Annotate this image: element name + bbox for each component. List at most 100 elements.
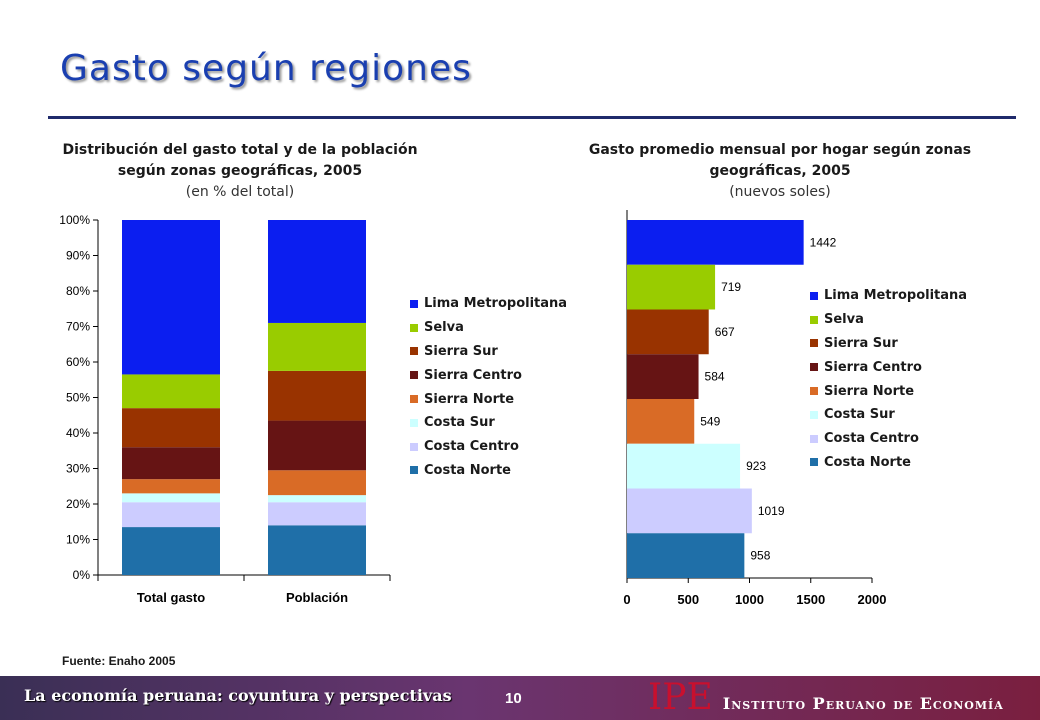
bar-costa-norte (627, 533, 745, 578)
bar-segment-selva-poblacion (268, 322, 366, 371)
slide-title: Gasto según regiones (60, 48, 472, 89)
legend-label: Costa Norte (824, 454, 911, 470)
legend-label: Sierra Sur (424, 343, 498, 359)
y-tick-label: 0% (73, 568, 91, 582)
legend-label: Sierra Norte (824, 383, 915, 399)
y-tick-label: 60% (66, 355, 90, 369)
legend-label: Sierra Centro (424, 367, 522, 383)
bar-segment-sierra-sur-poblacion (268, 370, 366, 421)
left-legend-item-sierra-centro: Sierra Centro (410, 363, 567, 387)
x-tick-label: 500 (677, 592, 699, 607)
right-legend-item-costa-centro: Costa Centro (810, 427, 967, 451)
legend-swatch (410, 347, 418, 356)
data-label-costa-norte: 958 (750, 549, 770, 563)
legend-swatch (810, 291, 818, 300)
legend-swatch (410, 466, 418, 475)
data-label-sierra-sur: 667 (715, 325, 735, 339)
footer-tagline: La economía peruana: coyuntura y perspec… (24, 686, 452, 705)
left-legend-item-costa-norte: Costa Norte (410, 459, 567, 483)
x-tick-label: 2000 (858, 592, 887, 607)
legend-label: Sierra Centro (824, 359, 922, 375)
legend-swatch (410, 371, 418, 380)
y-tick-label: 10% (66, 533, 90, 547)
legend-swatch (410, 442, 418, 451)
legend-swatch (410, 323, 418, 332)
legend-label: Selva (824, 312, 864, 328)
bar-segment-sierra-centro-poblacion (268, 420, 366, 471)
footer-bar: La economía peruana: coyuntura y perspec… (0, 676, 1040, 720)
legend-label: Selva (424, 320, 464, 336)
legend-swatch (810, 363, 818, 372)
right-legend-item-costa-sur: Costa Sur (810, 403, 967, 427)
y-tick-label: 100% (59, 213, 90, 227)
right-chart-legend: Lima Metropolitana Selva Sierra Sur Sierra … (810, 284, 967, 474)
x-tick-label: 1000 (735, 592, 764, 607)
left-legend-item-sierra-sur: Sierra Sur (410, 340, 567, 364)
y-tick-label: 50% (66, 391, 90, 405)
logo-mark: IPE (648, 677, 713, 718)
right-legend-item-sierra-norte: Sierra Norte (810, 379, 967, 403)
legend-label: Costa Centro (824, 431, 919, 447)
bar-segment-costa-centro-poblacion (268, 502, 366, 526)
legend-swatch (810, 387, 818, 396)
bar-sierra-norte (627, 399, 695, 444)
x-category-label: Población (286, 590, 348, 605)
bar-segment-lima-metropolitana-total-gasto (122, 220, 220, 375)
legend-label: Costa Centro (424, 439, 519, 455)
logo-name: Instituto Peruano de Economía (722, 694, 1004, 713)
data-label-costa-centro: 1019 (758, 504, 785, 518)
left-legend-item-sierra-norte: Sierra Norte (410, 387, 567, 411)
right-chart-heading: Gasto promedio mensual por hogar según z… (580, 140, 980, 203)
legend-label: Sierra Norte (424, 391, 515, 407)
bar-segment-sierra-centro-total-gasto (122, 447, 220, 480)
legend-swatch (410, 299, 418, 308)
y-tick-label: 30% (66, 462, 90, 476)
legend-swatch (410, 418, 418, 427)
right-legend-item-sierra-sur: Sierra Sur (810, 332, 967, 356)
stacked-percent-bar-chart: 0% 10% 20% 30% 40% 50% 60% 70% 80% 90% 100% Total g… (59, 213, 391, 605)
right-legend-item-costa-norte: Costa Norte (810, 451, 967, 475)
left-legend-item-lima-metropolitana: Lima Metropolitana (410, 292, 567, 316)
right-chart-subtitle: (nuevos soles) (729, 184, 831, 200)
y-tick-label: 70% (66, 320, 90, 334)
bar-segment-sierra-norte-total-gasto (122, 479, 220, 494)
bar-sierra-sur (627, 309, 709, 355)
bar-costa-sur (627, 443, 741, 489)
legend-swatch (810, 339, 818, 348)
right-legend-item-lima-metropolitana: Lima Metropolitana (810, 284, 967, 308)
bar-segment-selva-total-gasto (122, 374, 220, 409)
horizontal-bar-chart: 0 500 1000 1500 2000 1442 719 667 584 549 923 1019 9… (623, 210, 887, 607)
bar-segment-costa-centro-total-gasto (122, 502, 220, 528)
legend-label: Sierra Sur (824, 335, 898, 351)
data-label-sierra-centro: 584 (705, 370, 725, 384)
title-divider (48, 116, 1016, 119)
legend-swatch (410, 395, 418, 404)
legend-swatch (810, 410, 818, 419)
left-legend-item-selva: Selva (410, 316, 567, 340)
left-legend-item-costa-centro: Costa Centro (410, 435, 567, 459)
left-chart-legend: Lima Metropolitana Selva Sierra Sur Sierra … (410, 292, 567, 482)
data-label-selva: 719 (721, 280, 741, 294)
data-label-lima-metropolitana: 1442 (810, 235, 837, 249)
right-legend-item-sierra-centro: Sierra Centro (810, 355, 967, 379)
left-chart-heading: Distribución del gasto total y de la pob… (40, 140, 440, 203)
bar-segment-costa-sur-poblacion (268, 495, 366, 503)
right-legend-item-selva: Selva (810, 308, 967, 332)
y-tick-label: 80% (66, 284, 90, 298)
right-chart-title: Gasto promedio mensual por hogar según z… (588, 142, 972, 179)
legend-swatch (810, 434, 818, 443)
bar-lima-metropolitana (627, 220, 804, 265)
legend-swatch (810, 315, 818, 324)
bar-costa-centro (627, 488, 752, 534)
bar-sierra-centro (627, 354, 699, 399)
ipe-logo: IPE Instituto Peruano de Economía (648, 678, 1004, 718)
x-category-label: Total gasto (137, 590, 205, 605)
y-tick-label: 20% (66, 497, 90, 511)
legend-label: Lima Metropolitana (824, 288, 968, 304)
data-label-sierra-norte: 549 (700, 414, 720, 428)
legend-label: Costa Norte (424, 462, 511, 478)
data-label-costa-sur: 923 (746, 459, 766, 473)
x-tick-label: 1500 (796, 592, 825, 607)
bar-segment-costa-norte-poblacion (268, 525, 366, 575)
bar-selva (627, 264, 716, 310)
